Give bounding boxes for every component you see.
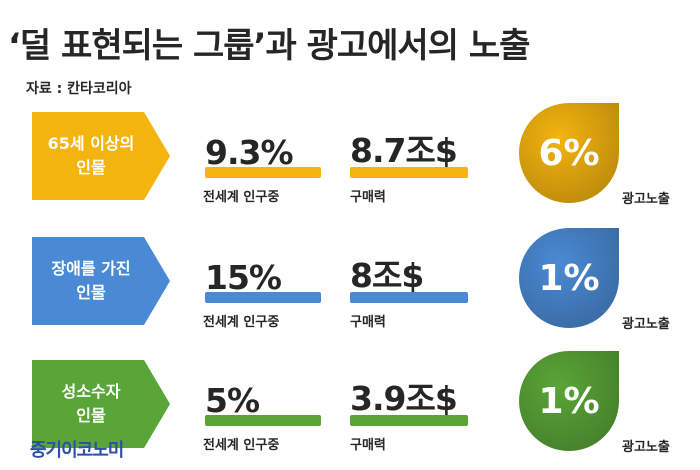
group-arrow: 65세 이상의 인물 (32, 112, 172, 200)
group-label: 65세 이상의 인물 (47, 134, 135, 177)
chart-row: 장애를 가진 인물 15% 전세계 인구중 8조$ 구매력 1% 광고노출 (0, 228, 700, 347)
population-share-value: 9.3% (205, 133, 294, 172)
purchasing-power-bar (350, 415, 468, 426)
population-share-stat: 5% (205, 381, 321, 426)
purchasing-power-stat: 8조$ (350, 256, 468, 303)
group-arrow-fill (32, 112, 170, 200)
population-share-caption: 전세계 인구중 (203, 190, 280, 205)
publisher-logo: 중기이코노미 (30, 440, 124, 461)
group-label: 장애를 가진 인물 (51, 259, 131, 302)
purchasing-power-caption: 구매력 (350, 190, 386, 205)
purchasing-power-caption: 구매력 (350, 315, 386, 330)
purchasing-power-bar (350, 292, 468, 303)
teardrop-fill (519, 103, 619, 203)
teardrop-shape (519, 228, 619, 328)
purchasing-power-stat: 8.7조$ (350, 131, 468, 178)
ad-exposure-caption: 광고노출 (622, 317, 670, 332)
ad-exposure-caption: 광고노출 (622, 440, 670, 455)
group-arrow: 성소수자 인물 (32, 360, 172, 448)
purchasing-power-bar (350, 167, 468, 178)
group-arrow: 장애를 가진 인물 (32, 237, 172, 325)
population-share-bar (205, 292, 321, 303)
source-note: 자료 : 칸타코리아 (26, 81, 132, 97)
chart-row: 성소수자 인물 5% 전세계 인구중 3.9조$ 구매력 1% 광고노출 (0, 351, 700, 470)
ad-exposure-value: 1% (538, 257, 600, 299)
population-share-caption: 전세계 인구중 (203, 438, 280, 453)
ad-exposure-drop: 6% (519, 103, 619, 203)
purchasing-power-value: 8.7조$ (350, 131, 458, 170)
purchasing-power-stat: 3.9조$ (350, 379, 468, 426)
group-label: 성소수자 인물 (61, 382, 121, 425)
ad-exposure-caption: 광고노출 (622, 192, 670, 207)
teardrop-fill (519, 351, 619, 451)
chart-row: 65세 이상의 인물 9.3% 전세계 인구중 8.7조$ 구매력 6% 광고노출 (0, 103, 700, 222)
population-share-value: 15% (205, 258, 282, 297)
teardrop-shape (519, 103, 619, 203)
population-share-stat: 9.3% (205, 133, 321, 178)
ad-exposure-drop: 1% (519, 351, 619, 451)
population-share-stat: 15% (205, 258, 321, 303)
ad-exposure-value: 6% (538, 132, 600, 174)
group-arrow-fill (32, 360, 170, 448)
group-arrow-shape (32, 112, 170, 200)
population-share-bar (205, 167, 321, 178)
group-arrow-fill (32, 237, 170, 325)
purchasing-power-caption: 구매력 (350, 438, 386, 453)
ad-exposure-value: 1% (538, 380, 600, 422)
page-title: ‘덜 표현되는 그룹’과 광고에서의 노출 (8, 26, 530, 66)
purchasing-power-value: 3.9조$ (350, 379, 458, 418)
teardrop-fill (519, 228, 619, 328)
purchasing-power-value: 8조$ (350, 256, 424, 295)
group-arrow-shape (32, 360, 170, 448)
population-share-bar (205, 415, 321, 426)
ad-exposure-drop: 1% (519, 228, 619, 328)
population-share-value: 5% (205, 381, 260, 420)
teardrop-shape (519, 351, 619, 451)
group-arrow-shape (32, 237, 170, 325)
population-share-caption: 전세계 인구중 (203, 315, 280, 330)
